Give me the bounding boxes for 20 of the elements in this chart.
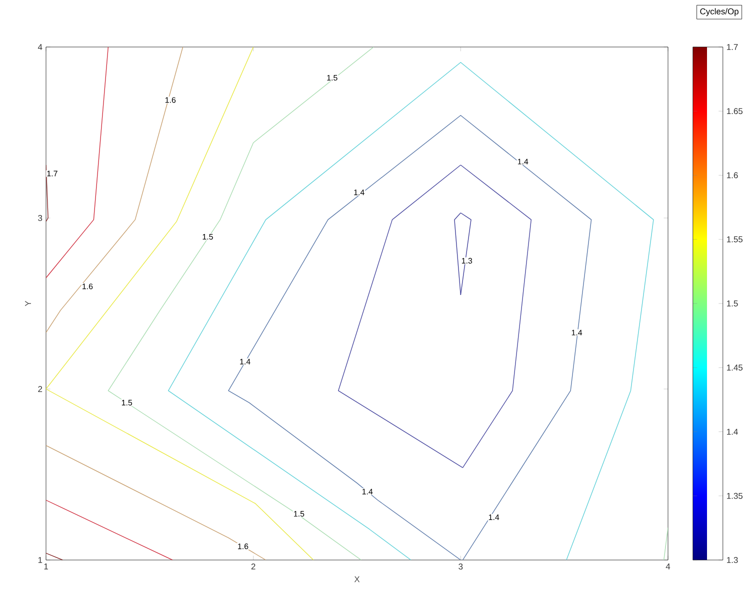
x-tick-label: 3 [458, 564, 463, 570]
color-bar-label: 1.4 [727, 428, 738, 435]
y-tick-label: 1 [38, 557, 42, 563]
color-bar-label: 1.35 [727, 492, 743, 499]
x-tick-label: 4 [666, 564, 670, 570]
color-bar-label: 1.7 [727, 44, 738, 50]
color-bar-label: 1.55 [727, 236, 743, 242]
color-bar-label: 1.5 [727, 300, 738, 306]
y-axis-title: Y [25, 300, 31, 306]
legend-title: Cycles/Op [700, 8, 738, 16]
y-tick-label: 3 [38, 215, 42, 221]
y-tick-label: 2 [38, 386, 42, 392]
color-bar-label: 1.3 [727, 557, 738, 563]
color-bar-label: 1.45 [727, 364, 743, 371]
x-tick-label: 1 [44, 564, 48, 570]
y-tick-label: 4 [38, 44, 42, 50]
color-bar-label: 1.65 [727, 108, 743, 114]
color-bar-label: 1.6 [727, 172, 738, 178]
x-tick-label: 2 [251, 564, 256, 570]
x-axis-title: X [354, 576, 360, 582]
